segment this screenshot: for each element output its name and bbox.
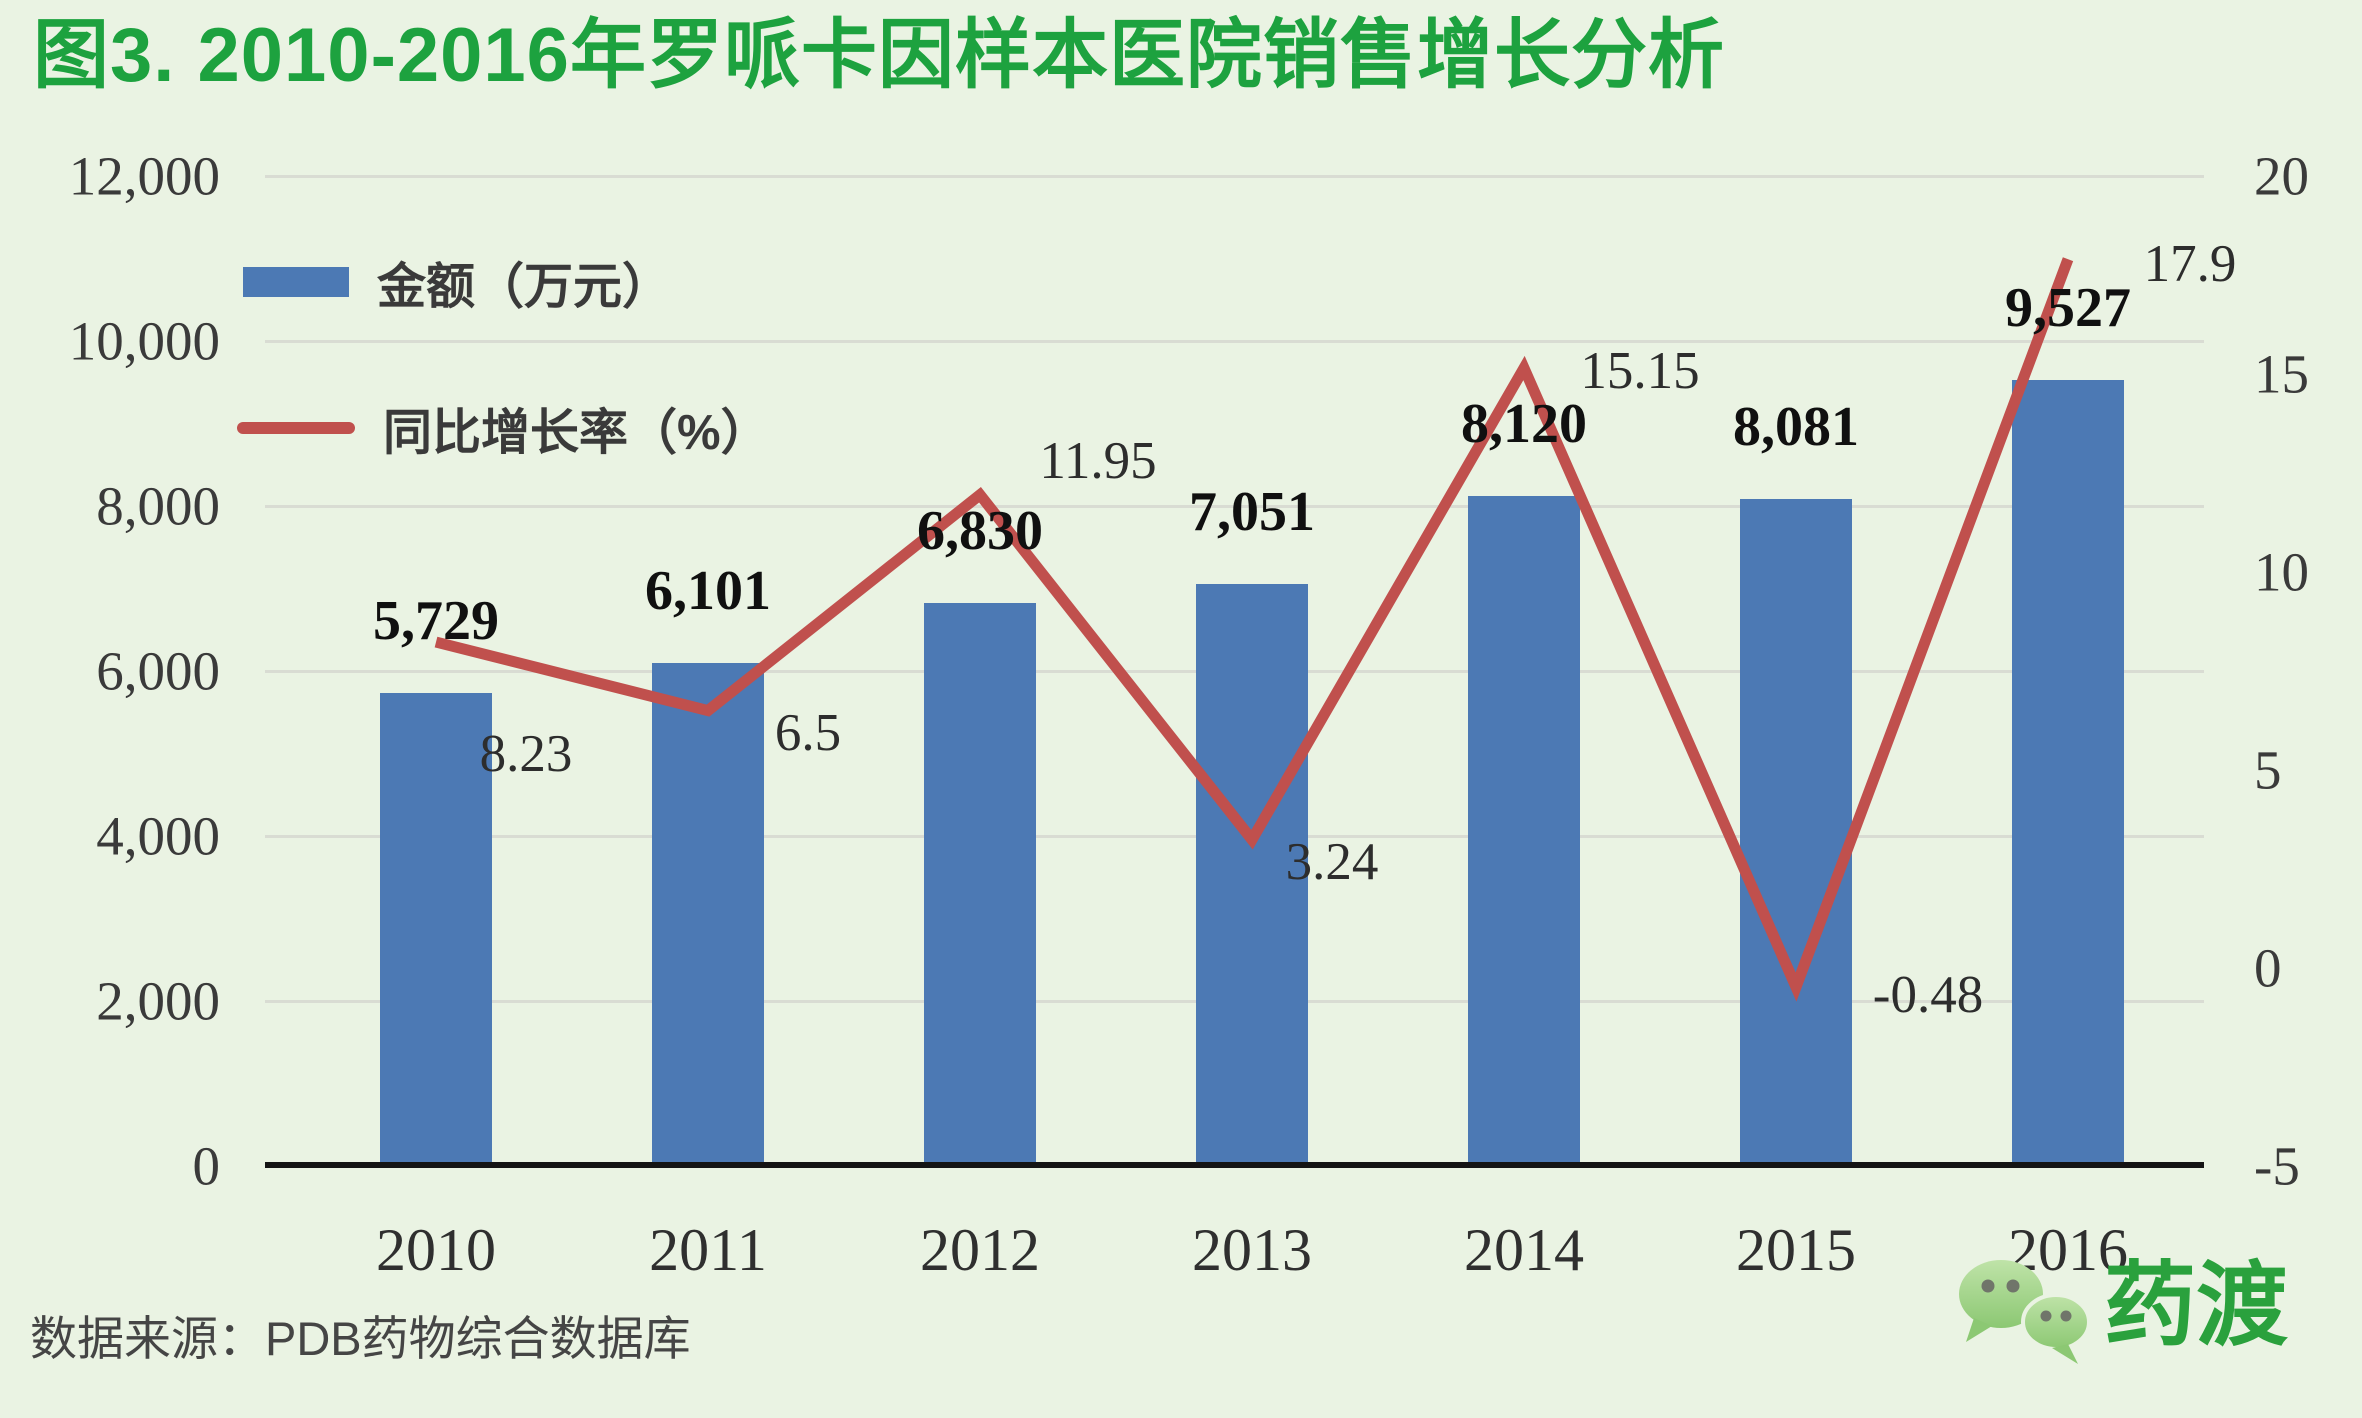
wechat-bubbles-icon [1959,1260,2091,1364]
bar-2015 [1740,499,1852,1166]
bar-2010 [380,693,492,1166]
y-axis-tick-left: 6,000 [96,640,220,702]
bar-value-label: 7,051 [1189,481,1315,544]
legend-label-growth: 同比增长率（%） [383,405,770,460]
growth-value-label: 8.23 [479,725,573,784]
y-axis-tick-left: 8,000 [96,475,220,537]
x-axis-label-2014: 2014 [1464,1217,1584,1283]
gridline [265,340,2204,343]
bar-2013 [1196,584,1308,1166]
chart-title: 图3. 2010-2016年罗哌卡因样本医院销售增长分析 [33,13,1725,98]
bar-2014 [1468,496,1580,1166]
brand-name: 药渡 [2104,1255,2289,1357]
line-series-swatch [237,422,355,434]
growth-value-label: 17.9 [2143,235,2237,294]
legend-item-amount: 金额（万元） [243,256,671,314]
growth-rate-line [434,257,2074,1002]
x-axis-line [265,1162,2204,1168]
gridline [265,175,2204,178]
bar-value-label: 8,081 [1733,396,1859,459]
y-axis-tick-left: 4,000 [96,805,220,867]
x-axis-label-2012: 2012 [920,1217,1040,1283]
y-axis-tick-right: 0 [2254,937,2282,999]
bar-2011 [652,662,764,1166]
data-source-note: 数据来源：PDB药物综合数据库 [30,1312,691,1365]
growth-value-label: 15.15 [1580,342,1700,401]
y-axis-tick-right: 15 [2254,343,2309,405]
brand-watermark: 药渡 [1956,1255,2289,1368]
bar-2016 [2012,380,2124,1166]
y-axis-tick-left: 10,000 [68,310,220,372]
gridline [265,505,2204,508]
bar-value-label: 6,101 [645,559,771,622]
y-axis-tick-right: -5 [2254,1135,2300,1197]
x-axis-label-2011: 2011 [649,1217,767,1283]
x-axis-label-2015: 2015 [1736,1217,1856,1283]
legend-label-amount: 金额（万元） [377,259,672,314]
y-axis-tick-right: 20 [2254,145,2309,207]
bar-value-label: 9,527 [2005,277,2131,340]
legend-item-growth: 同比增长率（%） [237,402,770,460]
y-axis-tick-left: 2,000 [96,970,220,1032]
bar-value-label: 8,120 [1461,393,1587,456]
growth-value-label: 6.5 [774,703,842,762]
growth-value-label: 3.24 [1285,832,1379,891]
y-axis-tick-left: 12,000 [68,145,220,207]
x-axis-label-2013: 2013 [1192,1217,1312,1283]
growth-value-label: 11.95 [1039,431,1157,490]
y-axis-tick-right: 10 [2254,541,2309,603]
growth-value-label: -0.48 [1872,966,1984,1024]
bar-value-label: 6,830 [917,499,1043,562]
bar-series-swatch [243,267,349,297]
y-axis-tick-right: 5 [2254,739,2282,801]
bar-value-label: 5,729 [373,590,499,653]
y-axis-tick-left: 0 [192,1135,221,1197]
x-axis-label-2010: 2010 [376,1217,496,1283]
bar-2012 [924,602,1036,1166]
